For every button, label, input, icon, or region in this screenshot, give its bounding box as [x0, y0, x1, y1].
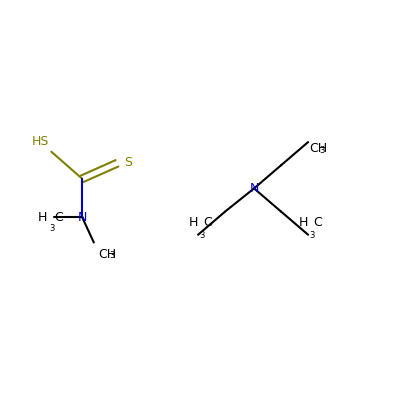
Text: C: C	[203, 216, 212, 229]
Text: 3: 3	[49, 224, 54, 233]
Text: C: C	[54, 211, 63, 224]
Text: 3: 3	[320, 146, 325, 155]
Text: 3: 3	[309, 231, 314, 240]
Text: N: N	[249, 182, 259, 195]
Text: C: C	[313, 216, 322, 229]
Text: S: S	[124, 156, 132, 169]
Text: 3: 3	[199, 231, 204, 240]
Text: CH: CH	[309, 142, 327, 155]
Text: H: H	[189, 216, 198, 229]
Text: 3: 3	[109, 251, 115, 260]
Text: HS: HS	[32, 135, 50, 148]
Text: H: H	[38, 211, 48, 224]
Text: CH: CH	[98, 248, 116, 261]
Text: H: H	[299, 216, 308, 229]
Text: N: N	[78, 211, 87, 224]
